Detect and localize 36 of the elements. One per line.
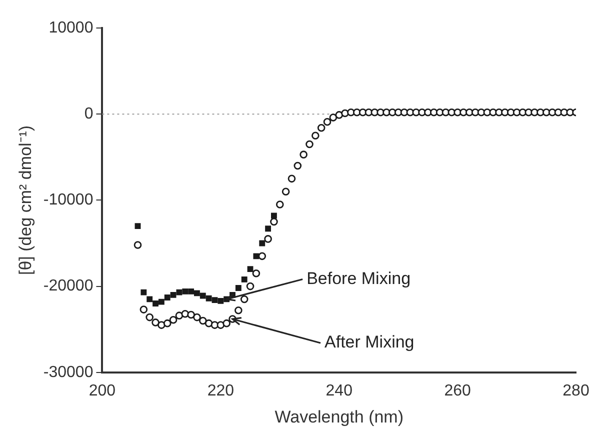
x-tick-label: 240 bbox=[326, 382, 353, 400]
point bbox=[194, 290, 200, 296]
annotation: Before Mixing bbox=[306, 268, 411, 288]
y-tick-label: -10000 bbox=[43, 192, 94, 209]
point bbox=[170, 292, 176, 298]
y-tick-label: 0 bbox=[84, 106, 94, 123]
point bbox=[152, 300, 158, 306]
y-axis-title: [θ] (deg cm² dmol⁻¹) bbox=[16, 125, 35, 275]
point bbox=[134, 223, 141, 229]
point bbox=[259, 240, 266, 246]
point bbox=[247, 266, 254, 272]
point bbox=[158, 298, 164, 305]
point bbox=[140, 289, 147, 296]
point bbox=[235, 285, 242, 291]
point bbox=[176, 289, 182, 296]
x-tick-label: 220 bbox=[207, 382, 234, 400]
x-tick-label: 280 bbox=[562, 382, 590, 400]
point bbox=[182, 288, 188, 294]
point bbox=[241, 276, 248, 282]
point bbox=[146, 296, 153, 302]
point bbox=[218, 298, 224, 304]
point bbox=[253, 253, 260, 260]
point bbox=[271, 212, 277, 219]
y-tick-label: -20000 bbox=[43, 278, 94, 295]
x-tick-label: 260 bbox=[444, 382, 471, 400]
point bbox=[188, 288, 194, 294]
x-tick-label: 200 bbox=[88, 382, 116, 400]
annotation: After Mixing bbox=[324, 332, 414, 352]
point bbox=[200, 292, 206, 299]
x-axis-title: Wavelength (nm) bbox=[274, 407, 404, 426]
point bbox=[265, 226, 272, 232]
y-tick-label: -30000 bbox=[43, 364, 94, 381]
point bbox=[212, 297, 218, 304]
point bbox=[164, 294, 170, 300]
point bbox=[206, 295, 212, 302]
y-tick-label: 10000 bbox=[48, 19, 94, 36]
